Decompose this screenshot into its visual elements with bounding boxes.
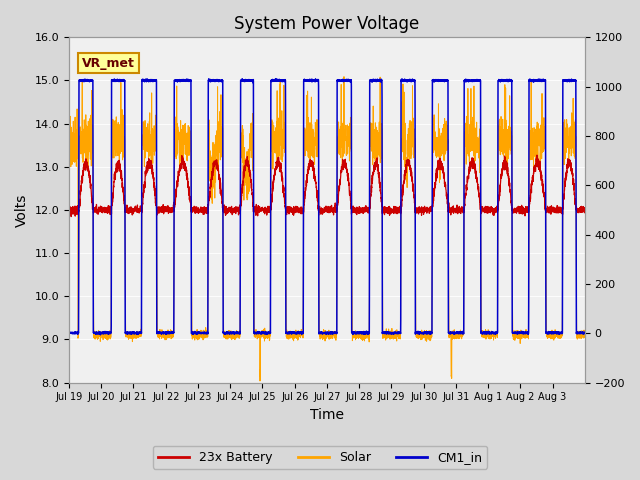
- Title: System Power Voltage: System Power Voltage: [234, 15, 420, 33]
- Legend: 23x Battery, Solar, CM1_in: 23x Battery, Solar, CM1_in: [153, 446, 487, 469]
- X-axis label: Time: Time: [310, 408, 344, 422]
- Text: VR_met: VR_met: [82, 57, 135, 70]
- Y-axis label: Volts: Volts: [15, 193, 29, 227]
